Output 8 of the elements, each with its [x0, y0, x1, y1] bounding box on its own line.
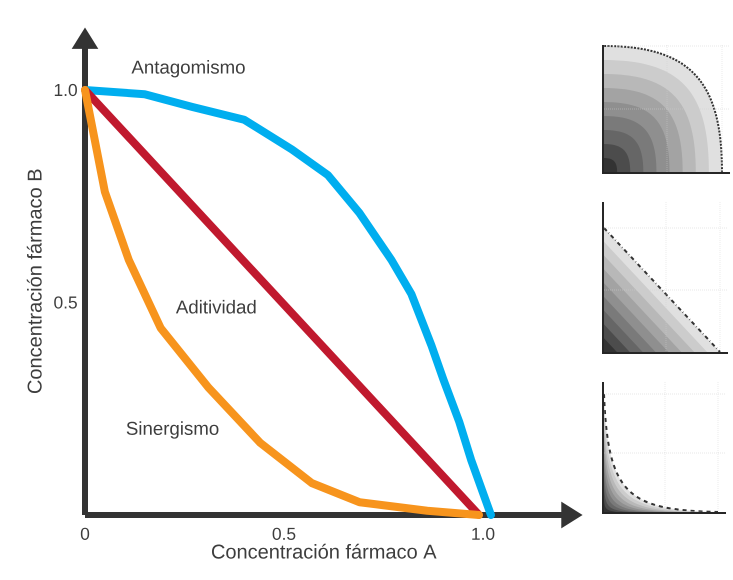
series-label: Antagomismo: [131, 60, 245, 78]
y-axis-title: Concentración fármaco B: [26, 170, 42, 394]
x-tick-label: 1.0: [472, 528, 494, 540]
x-tick-label: 0: [80, 528, 90, 540]
series-label: Sinergismo: [126, 421, 218, 439]
x-tick-label: 0.5: [272, 528, 296, 540]
x-axis-title: Concentración fármaco A: [212, 544, 437, 559]
series-label: Aditividad: [176, 300, 256, 314]
